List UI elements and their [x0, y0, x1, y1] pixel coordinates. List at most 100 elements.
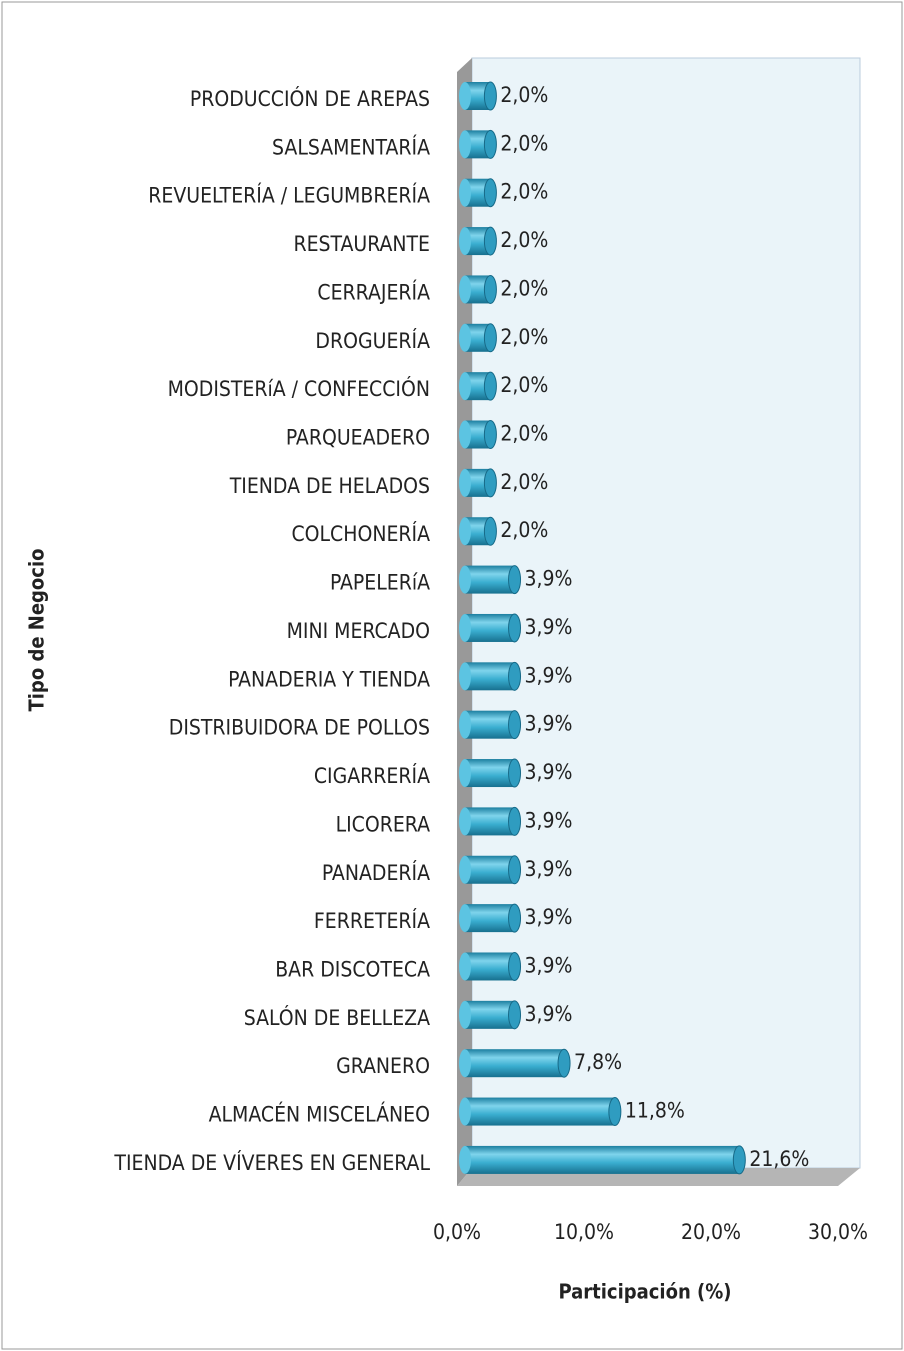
- bar-base: [459, 952, 471, 981]
- bar-cap: [483, 516, 497, 546]
- bar-cap: [508, 1000, 522, 1030]
- value-label: 3,9%: [525, 760, 573, 784]
- y-tick-label: PARQUEADERO: [286, 426, 430, 450]
- bar-base: [459, 1049, 471, 1078]
- y-tick-label: REVUELTERÍA / LEGUMBRERÍA: [148, 183, 430, 208]
- y-axis-title: Tipo de Negocio: [25, 549, 49, 712]
- value-label: 2,0%: [500, 518, 548, 542]
- bar-base: [459, 1000, 471, 1029]
- bar-base: [459, 227, 471, 256]
- x-tick-label: 0,0%: [433, 1220, 481, 1244]
- value-label: 7,8%: [574, 1050, 622, 1074]
- bar-base: [459, 662, 471, 691]
- value-label: 2,0%: [500, 180, 548, 204]
- y-tick-label: ALMACÉN MISCELÁNEO: [209, 1102, 430, 1127]
- bar-base: [459, 420, 471, 449]
- bar: [465, 565, 515, 594]
- x-tick-label: 10,0%: [554, 1220, 614, 1244]
- bar-base: [459, 372, 471, 401]
- value-label: 3,9%: [525, 857, 573, 881]
- y-tick-label: PAPELERíA: [330, 571, 430, 595]
- value-label: 2,0%: [500, 373, 548, 397]
- value-label: 21,6%: [749, 1147, 809, 1171]
- bar-cap: [508, 903, 522, 933]
- bar-base: [459, 710, 471, 739]
- bar-base: [459, 275, 471, 304]
- bar-cap: [483, 274, 497, 304]
- bar-cap: [483, 420, 497, 450]
- value-label: 3,9%: [525, 712, 573, 736]
- bar-cap: [483, 81, 497, 111]
- value-label: 3,9%: [525, 953, 573, 977]
- bar: [465, 1097, 615, 1126]
- value-label: 3,9%: [525, 905, 573, 929]
- y-tick-label: CERRAJERÍA: [317, 279, 430, 304]
- y-tick-label: DISTRIBUIDORA DE POLLOS: [169, 716, 430, 740]
- bar-cap: [483, 323, 497, 353]
- bar: [465, 952, 515, 981]
- bar-base: [459, 1145, 471, 1174]
- y-tick-label: BAR DISCOTECA: [275, 957, 430, 981]
- bar: [465, 662, 515, 691]
- bar-cap: [608, 1097, 622, 1127]
- bar-base: [459, 1097, 471, 1126]
- bar: [465, 1145, 740, 1174]
- bar-base: [459, 613, 471, 642]
- value-label: 11,8%: [625, 1099, 685, 1123]
- bar-cap: [508, 855, 522, 885]
- value-label: 3,9%: [525, 615, 573, 639]
- bar-base: [459, 178, 471, 207]
- value-label: 3,9%: [525, 808, 573, 832]
- bar-cap: [483, 468, 497, 498]
- bar: [465, 1000, 515, 1029]
- value-label: 2,0%: [500, 422, 548, 446]
- bar-base: [459, 759, 471, 788]
- value-label: 2,0%: [500, 325, 548, 349]
- value-label: 2,0%: [500, 228, 548, 252]
- bar-base: [459, 82, 471, 110]
- bar-cap: [508, 806, 522, 836]
- x-tick-label: 30,0%: [808, 1220, 868, 1244]
- bar: [465, 807, 515, 836]
- bar-base: [459, 323, 471, 352]
- bar: [465, 759, 515, 788]
- y-tick-label: SALSAMENTARÍA: [272, 134, 430, 159]
- y-tick-label: MINI MERCADO: [287, 619, 430, 643]
- bar-cap: [483, 129, 497, 159]
- value-label: 2,0%: [500, 131, 548, 155]
- bar: [465, 613, 515, 642]
- bar-base: [459, 565, 471, 594]
- y-tick-label: GRANERO: [336, 1054, 430, 1078]
- bar-cap: [508, 710, 522, 740]
- bar-base: [459, 517, 471, 546]
- bar: [465, 904, 515, 933]
- y-tick-label: MODISTERíA / CONFECCIÓN: [168, 376, 430, 401]
- bar-base: [459, 130, 471, 159]
- value-label: 3,9%: [525, 1002, 573, 1026]
- bar-cap: [508, 951, 522, 981]
- value-label: 3,9%: [525, 567, 573, 591]
- y-tick-label: PANADERÍA: [322, 860, 430, 885]
- y-tick-label: LICORERA: [336, 812, 430, 836]
- x-axis-title: Participación (%): [558, 1280, 731, 1304]
- y-tick-label: DROGUERÍA: [315, 328, 430, 353]
- bar: [465, 710, 515, 739]
- y-tick-label: PRODUCCIÓN DE AREPAS: [190, 86, 430, 111]
- value-label: 2,0%: [500, 83, 548, 107]
- bar-cap: [483, 371, 497, 401]
- bar: [465, 1049, 565, 1078]
- y-tick-label: TIENDA DE HELADOS: [229, 474, 430, 498]
- bar-cap: [508, 613, 522, 643]
- value-label: 2,0%: [500, 470, 548, 494]
- y-tick-label: FERRETERÍA: [314, 908, 430, 933]
- y-tick-label: CIGARRERÍA: [314, 763, 430, 788]
- bar-cap: [557, 1048, 571, 1078]
- bar-base: [459, 807, 471, 836]
- bar: [465, 855, 515, 884]
- y-tick-label: PANADERIA Y TIENDA: [228, 667, 430, 691]
- bar-cap: [508, 565, 522, 595]
- x-tick-label: 20,0%: [681, 1220, 741, 1244]
- y-tick-label: RESTAURANTE: [293, 232, 430, 256]
- bar-cap: [483, 178, 497, 208]
